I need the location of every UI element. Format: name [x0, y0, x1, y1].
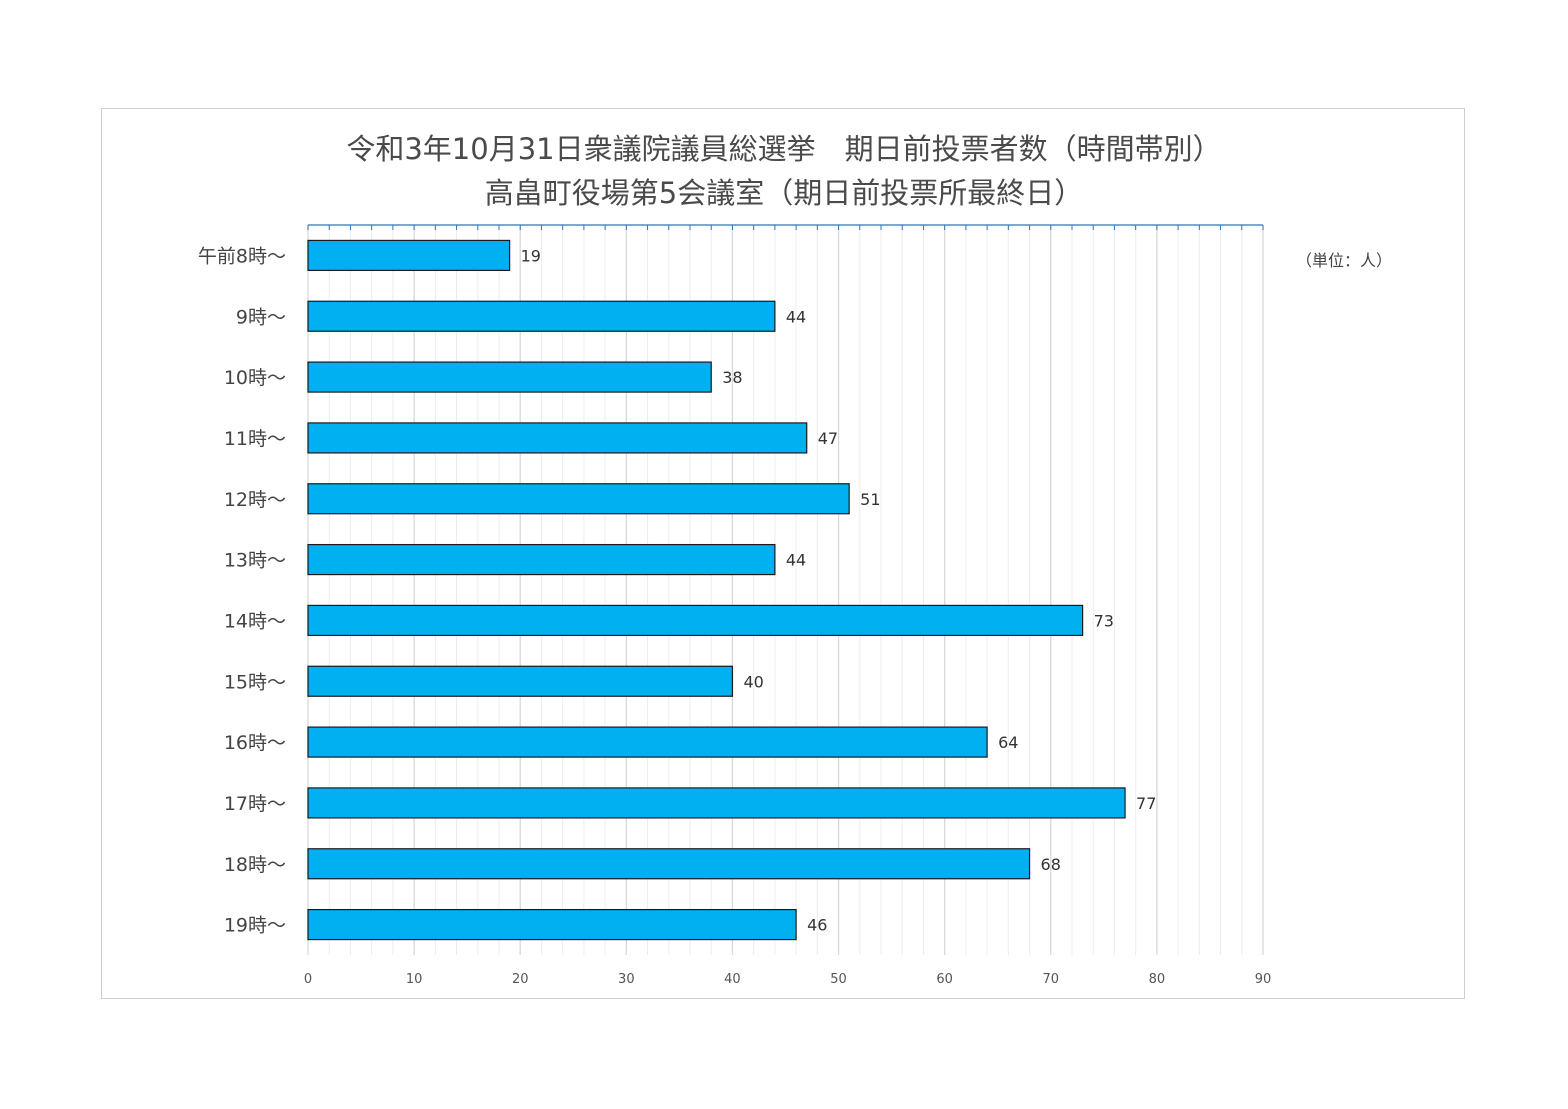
- bar: [307, 239, 511, 272]
- bar: [307, 543, 776, 576]
- category-label: 11時～: [224, 428, 286, 450]
- bar: [307, 361, 712, 393]
- category-label: 13時～: [224, 550, 286, 572]
- bar: [307, 848, 1031, 880]
- unit-note: （単位：人）: [1296, 251, 1393, 270]
- bar-value-label: 77: [1136, 794, 1156, 813]
- x-tick-label: 30: [618, 972, 635, 987]
- category-label: 19時～: [224, 915, 286, 937]
- category-label: 9時～: [236, 306, 286, 328]
- bar-value-label: 38: [722, 368, 742, 387]
- bar-value-label: 51: [860, 490, 880, 509]
- category-label: 15時～: [224, 671, 286, 693]
- bar: [307, 300, 776, 332]
- x-tick-label: 50: [830, 972, 847, 987]
- x-tick-label: 20: [512, 972, 529, 987]
- bar: [307, 908, 797, 941]
- bar-value-label: 68: [1041, 855, 1061, 874]
- bar: [307, 422, 808, 454]
- category-label: 14時～: [224, 610, 286, 632]
- category-label: 16時～: [224, 732, 286, 754]
- bar-value-label: 44: [786, 551, 806, 570]
- category-label: 17時～: [224, 793, 286, 815]
- category-label: 午前8時～: [198, 245, 286, 267]
- bar: [307, 787, 1126, 819]
- x-tick-label: 70: [1043, 972, 1060, 987]
- chart-subtitle: 高畠町役場第5会議室（期日前投票所最終日）: [484, 176, 1084, 210]
- x-tick-label: 40: [724, 972, 741, 987]
- bar: [307, 726, 988, 758]
- chart-title: 令和3年10月31日衆議院議員総選挙 期日前投票者数（時間帯別）: [346, 132, 1222, 166]
- category-label: 10時～: [224, 367, 286, 389]
- x-tick-label: 0: [304, 972, 312, 987]
- bar-value-label: 47: [818, 429, 838, 448]
- bar-value-label: 73: [1094, 611, 1114, 630]
- category-label: 12時～: [224, 489, 286, 511]
- bar: [307, 604, 1084, 637]
- bar: [307, 483, 850, 515]
- bar-value-label: 44: [786, 307, 806, 326]
- x-tick-label: 90: [1255, 972, 1272, 987]
- bar-value-label: 40: [743, 672, 763, 691]
- bar: [307, 665, 734, 697]
- bar-value-label: 19: [521, 246, 541, 265]
- x-tick-label: 60: [936, 972, 953, 987]
- category-label: 18時～: [224, 854, 286, 876]
- bar-value-label: 64: [998, 733, 1018, 752]
- x-tick-label: 80: [1149, 972, 1166, 987]
- bar-value-label: 46: [807, 916, 827, 935]
- x-tick-label: 10: [406, 972, 423, 987]
